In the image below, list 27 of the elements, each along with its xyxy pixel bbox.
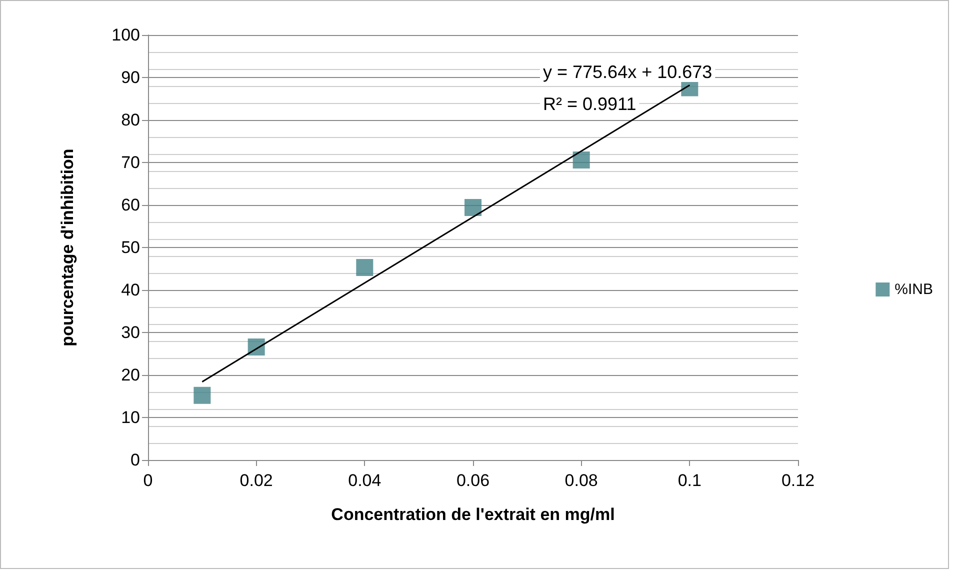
point [194, 386, 211, 404]
y-tick-label: 10 [121, 408, 140, 427]
y-tick-label: 100 [112, 26, 140, 44]
point [572, 151, 590, 168]
x-tick-label: 0.06 [456, 471, 490, 490]
y-tick-label: 40 [121, 280, 140, 300]
point [356, 258, 374, 276]
y-tick-label: 30 [121, 323, 140, 342]
x-tick-label: 0.08 [564, 471, 598, 490]
x-tick-label: 0.02 [240, 471, 273, 490]
annotation: R² = 0.9911 [542, 94, 636, 114]
y-axis-title: pourcentage d'inhibition [58, 148, 77, 346]
y-tick-label: 60 [121, 196, 140, 214]
y-tick-label: 50 [121, 238, 140, 257]
annotation: y = 775.64x + 10.673 [543, 62, 712, 82]
legend-label: %INB [894, 281, 933, 298]
y-tick-label: 20 [121, 366, 140, 384]
y-tick-label: 0 [130, 450, 140, 470]
point [464, 199, 482, 216]
x-tick-label: 0 [143, 471, 153, 490]
x-tick-label: 0.04 [348, 471, 382, 490]
y-tick-label: 90 [121, 68, 140, 87]
y-tick-label: 80 [121, 110, 140, 130]
x-tick-label: 0.12 [781, 471, 815, 490]
x-axis-title: Concentration de l'extrait en mg/ml [331, 505, 615, 524]
x-tick-label: 0.1 [678, 471, 702, 490]
y-tick-label: 70 [121, 153, 140, 172]
